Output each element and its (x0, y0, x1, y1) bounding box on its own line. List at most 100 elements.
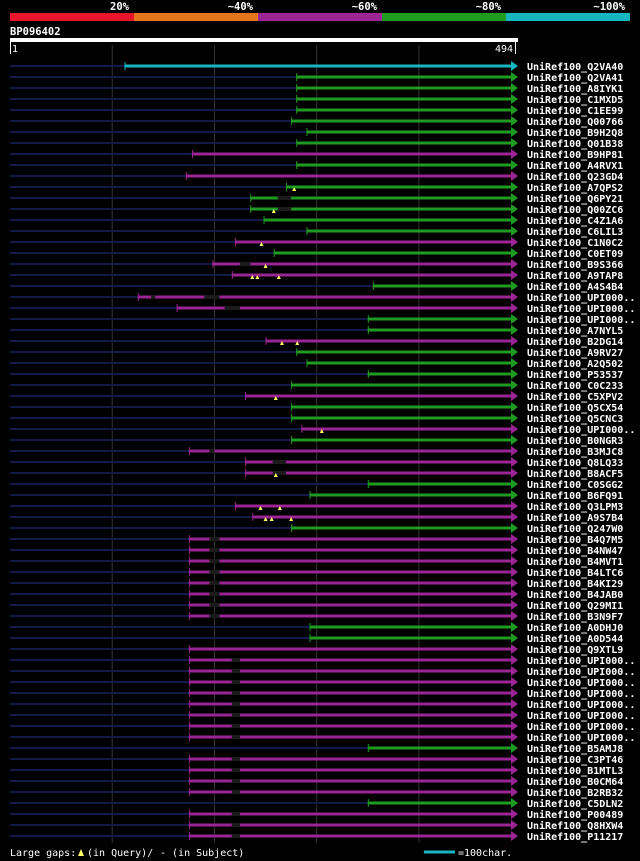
hit-arrow (511, 721, 518, 731)
hit-arrow (511, 138, 518, 148)
hit-gap (209, 592, 220, 596)
hit-gap (224, 306, 241, 310)
hit-gap (209, 614, 220, 618)
hit-arrow (511, 259, 518, 269)
hit-gap (277, 196, 292, 200)
hit-label: UniRef100_P11217 (527, 831, 623, 843)
hit-label: UniRef100_UPI000.. (527, 292, 635, 304)
hit-label: UniRef100_A4RVX1 (527, 160, 623, 172)
hit-arrow (511, 193, 518, 203)
query-gap-marker (276, 275, 281, 279)
hit-label: UniRef100_C1EE99 (527, 105, 623, 117)
hit-label: UniRef100_B1MTL3 (527, 765, 623, 777)
hit-label: UniRef100_Q5CNC3 (527, 413, 623, 425)
hit-label: UniRef100_B4NW47 (527, 545, 623, 557)
identity-band-5 (506, 13, 630, 21)
hit-arrow (511, 479, 518, 489)
hit-arrow (511, 765, 518, 775)
hit-gap (209, 559, 220, 563)
query-gap-marker (269, 517, 274, 521)
hit-arrow (511, 798, 518, 808)
hit-label: UniRef100_C6LIL3 (527, 226, 623, 238)
hit-arrow (511, 149, 518, 159)
hit-arrow (511, 237, 518, 247)
hit-gap (231, 779, 241, 783)
hit-arrow (511, 589, 518, 599)
hit-label: UniRef100_C0ET09 (527, 248, 623, 260)
hit-label: UniRef100_C4Z1A6 (527, 215, 623, 227)
hit-gap (209, 537, 220, 541)
hit-arrow (511, 347, 518, 357)
hit-arrow (511, 567, 518, 577)
query-gap-marker (295, 341, 300, 345)
hit-label: UniRef100_B9H2Q8 (527, 127, 623, 139)
query-gap-marker (258, 506, 263, 510)
hit-label: UniRef100_A7NYL5 (527, 325, 623, 337)
query-gap-marker (292, 187, 297, 191)
hit-gap (240, 262, 251, 266)
hit-arrow (511, 787, 518, 797)
identity-band-label: ~100% (593, 1, 625, 13)
hit-label: UniRef100_Q29MI1 (527, 600, 623, 612)
hit-label: UniRef100_UPI000.. (527, 655, 635, 667)
hit-gap (231, 812, 241, 816)
hit-arrow (511, 677, 518, 687)
hit-gap (209, 570, 220, 574)
hit-arrow (511, 600, 518, 610)
hit-label: UniRef100_C0C233 (527, 380, 623, 392)
query-gap-marker (279, 341, 284, 345)
identity-band-3 (258, 13, 382, 21)
hit-arrow (511, 292, 518, 302)
legend-subject-label: - (in Subject) (160, 848, 244, 859)
hit-label: UniRef100_A9TAP8 (527, 270, 623, 282)
query-gap-marker (259, 242, 264, 246)
hit-label: UniRef100_B3N9F7 (527, 611, 623, 623)
hit-arrow (511, 446, 518, 456)
hit-arrow (511, 644, 518, 654)
hit-label: UniRef100_C0SGG2 (527, 479, 623, 491)
hit-gap (231, 669, 241, 673)
query-gap-marker (319, 429, 324, 433)
hit-gap (209, 548, 220, 552)
hit-arrow (511, 534, 518, 544)
hit-arrow (511, 171, 518, 181)
hit-arrow (511, 512, 518, 522)
hit-arrow (511, 633, 518, 643)
hit-label: UniRef100_Q2VA40 (527, 61, 623, 73)
hit-arrow (511, 710, 518, 720)
hit-arrow (511, 501, 518, 511)
hit-label: UniRef100_P00489 (527, 809, 623, 821)
hit-arrow (511, 490, 518, 500)
hit-label: UniRef100_B8ACF5 (527, 468, 623, 480)
hit-arrow (511, 435, 518, 445)
query-id: BP096402 (10, 26, 61, 38)
hit-label: UniRef100_Q2VA41 (527, 72, 623, 84)
hit-label: UniRef100_B0NGR3 (527, 435, 623, 447)
hit-label: UniRef100_B2DG14 (527, 336, 623, 348)
hit-label: UniRef100_A8IYK1 (527, 83, 623, 95)
hit-arrow (511, 776, 518, 786)
hit-arrow (511, 369, 518, 379)
hit-arrow (511, 358, 518, 368)
hit-gap (231, 724, 241, 728)
hit-arrow (511, 754, 518, 764)
hit-arrow (511, 391, 518, 401)
identity-band-1 (10, 13, 134, 21)
hit-arrow (511, 831, 518, 841)
hit-label: UniRef100_Q247W0 (527, 523, 623, 535)
hit-arrow (511, 413, 518, 423)
hit-arrow (511, 820, 518, 830)
hit-arrow (511, 611, 518, 621)
identity-band-4 (382, 13, 506, 21)
hit-gap (231, 834, 241, 838)
hit-label: UniRef100_UPI000.. (527, 677, 635, 689)
hit-arrow (511, 83, 518, 93)
hit-label: UniRef100_B0CM64 (527, 776, 623, 788)
scale-start-label: 1 (12, 44, 18, 55)
hit-label: UniRef100_Q00766 (527, 116, 623, 128)
hit-arrow (511, 215, 518, 225)
hit-label: UniRef100_UPI000.. (527, 666, 635, 678)
hit-label: UniRef100_Q8HXW4 (527, 820, 623, 832)
query-gap-marker (273, 473, 278, 477)
